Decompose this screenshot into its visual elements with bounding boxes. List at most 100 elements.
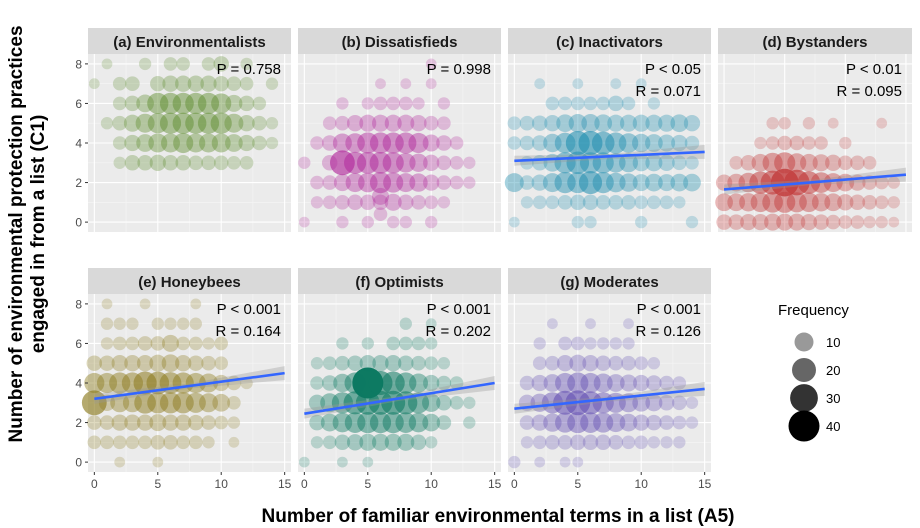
panel-mod: (g) Moderates P < 0.001 R = 0.126 0 5 10 15	[508, 268, 712, 491]
data-point	[619, 173, 638, 192]
data-point	[137, 155, 153, 171]
data-point	[766, 117, 779, 130]
data-point	[531, 115, 548, 131]
data-point	[672, 415, 687, 430]
data-point	[335, 355, 350, 371]
data-point	[839, 136, 852, 150]
data-point	[827, 117, 839, 129]
data-point	[762, 152, 783, 173]
data-point	[646, 375, 662, 391]
data-point	[645, 394, 663, 412]
data-point	[437, 116, 451, 130]
data-point	[175, 355, 192, 372]
data-point	[622, 337, 635, 350]
data-point	[777, 135, 792, 151]
data-point	[596, 96, 610, 111]
data-point	[298, 456, 310, 468]
data-point	[610, 78, 622, 90]
data-point	[850, 155, 865, 171]
y-axis-title-line1: Number of environmental protection pract…	[6, 25, 27, 442]
data-point	[837, 194, 854, 211]
data-point	[88, 78, 100, 90]
data-point	[423, 174, 440, 191]
r-value-label: R = 0.202	[426, 323, 491, 340]
data-point	[547, 318, 558, 330]
data-point	[162, 414, 179, 431]
data-point	[202, 436, 215, 449]
data-point	[519, 135, 535, 151]
data-point	[567, 172, 589, 194]
data-point	[557, 435, 573, 450]
data-point	[425, 78, 437, 90]
data-point	[239, 156, 254, 170]
data-point	[437, 97, 451, 110]
data-point	[463, 416, 476, 429]
x-tick-label: 0	[511, 477, 518, 491]
x-tick-label: 5	[364, 477, 371, 491]
data-point	[161, 334, 180, 352]
r-value-label: R = 0.071	[636, 83, 701, 100]
data-point	[345, 173, 365, 193]
data-point	[619, 153, 638, 173]
data-point	[571, 215, 584, 229]
data-point	[136, 355, 154, 372]
data-point	[125, 435, 140, 450]
data-point	[581, 114, 600, 133]
data-point	[672, 155, 687, 171]
data-point	[175, 155, 191, 171]
data-point	[185, 112, 207, 134]
fit-line	[94, 371, 285, 401]
data-point	[395, 412, 417, 433]
data-point	[124, 134, 141, 152]
data-point	[310, 175, 324, 190]
data-point	[740, 213, 757, 231]
data-point	[407, 392, 430, 414]
data-point	[369, 412, 392, 434]
data-point	[739, 193, 758, 212]
data-point	[96, 372, 118, 394]
panel-title: (c) Inactivators	[556, 34, 663, 51]
data-point	[647, 195, 661, 210]
data-point	[659, 195, 674, 210]
data-point	[608, 435, 624, 450]
data-point	[584, 215, 597, 229]
legend: Frequency 10 20 30 40	[778, 302, 849, 442]
data-point	[227, 416, 241, 429]
data-point	[371, 433, 390, 451]
data-point	[752, 213, 769, 231]
data-point	[593, 412, 614, 433]
data-point	[422, 393, 441, 412]
data-point	[425, 215, 438, 229]
data-point	[409, 373, 428, 393]
y-tick-label: 0	[75, 216, 82, 230]
data-point	[162, 75, 179, 92]
data-point	[383, 172, 404, 193]
data-point	[838, 155, 853, 171]
data-point	[533, 337, 546, 350]
data-point	[424, 356, 438, 370]
data-point	[400, 78, 412, 90]
data-point	[382, 412, 404, 434]
data-point	[409, 153, 428, 172]
panel-title: (g) Moderates	[560, 274, 658, 291]
data-point	[185, 92, 207, 114]
legend-key-circle	[792, 358, 816, 382]
data-point	[213, 56, 229, 72]
data-point	[765, 136, 780, 150]
r-value-label: R = 0.095	[837, 83, 902, 100]
data-point	[111, 414, 128, 431]
data-point	[582, 434, 599, 451]
data-point	[150, 435, 166, 450]
x-tick-label: 5	[574, 477, 581, 491]
data-point	[592, 392, 614, 414]
data-point	[112, 96, 127, 111]
data-point	[607, 114, 625, 132]
data-point	[201, 355, 216, 371]
data-point	[213, 155, 229, 171]
x-tick-label: 10	[215, 477, 229, 491]
data-point	[632, 154, 650, 172]
data-point	[595, 434, 611, 451]
data-point	[333, 373, 352, 393]
r-value-label: R = 0.126	[636, 323, 701, 340]
data-point	[84, 372, 105, 394]
